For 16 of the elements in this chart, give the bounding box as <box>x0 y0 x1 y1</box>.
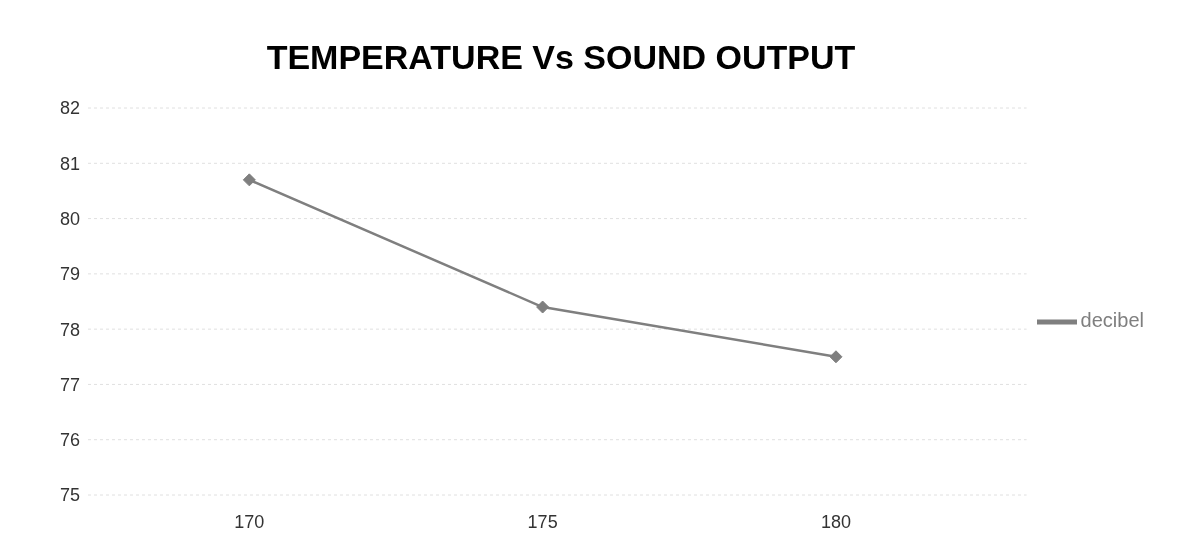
legend-label: decibel <box>1080 308 1144 331</box>
x-tick-label: 175 <box>527 511 558 532</box>
y-tick-label: 81 <box>59 153 80 174</box>
point <box>829 350 843 364</box>
x-tick-label: 170 <box>234 511 265 532</box>
point <box>242 173 256 187</box>
y-tick-label: 80 <box>59 208 80 229</box>
chart-title: TEMPERATURE Vs SOUND OUTPUT <box>265 37 857 78</box>
point <box>536 300 550 314</box>
x-tick-label: 180 <box>820 511 851 532</box>
y-tick-label: 77 <box>59 374 80 395</box>
y-tick-label: 76 <box>59 430 80 451</box>
y-tick-label: 82 <box>59 98 80 119</box>
y-tick-label: 79 <box>59 264 80 285</box>
y-tick-label: 78 <box>59 319 80 340</box>
y-tick-label: 75 <box>59 485 80 506</box>
